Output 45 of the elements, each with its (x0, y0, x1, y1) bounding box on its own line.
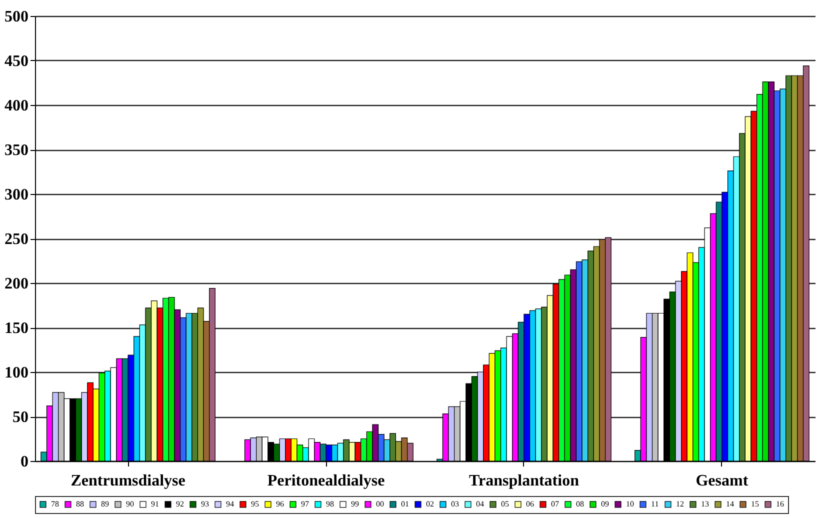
legend-label: 16 (776, 499, 784, 508)
legend-label: 07 (551, 499, 559, 508)
legend-label: 05 (501, 499, 509, 508)
legend-label: 94 (226, 499, 234, 508)
legend-label: 97 (301, 499, 309, 508)
legend-label: 11 (651, 499, 659, 508)
legend-label: 13 (701, 499, 709, 508)
y-tick-label: 450 (4, 53, 28, 70)
y-tick-label: 50 (12, 409, 28, 426)
y-tick-label: 250 (4, 231, 28, 248)
y-tick-label: 200 (4, 276, 28, 292)
legend-label: 03 (451, 499, 459, 508)
y-tick-label: 400 (4, 98, 28, 114)
legend-label: 15 (751, 499, 759, 508)
legend-label: 02 (426, 499, 434, 508)
x-tick-label: Transplantation (469, 472, 580, 490)
x-tick-label: Zentrumsdialyse (70, 472, 186, 490)
legend-label: 95 (251, 499, 259, 508)
y-tick-label: 300 (4, 186, 28, 204)
legend-label: 92 (176, 499, 184, 508)
legend-label: 90 (126, 499, 134, 508)
legend-label: 96 (276, 499, 284, 508)
x-tick-label: Gesamt (696, 472, 749, 490)
legend-label: 06 (526, 499, 534, 508)
legend-label: 89 (101, 499, 109, 508)
legend-label: 78 (51, 499, 59, 508)
legend-label: 04 (476, 499, 484, 508)
legend-label: 08 (576, 499, 584, 508)
x-tick-label: Peritonealdialyse (267, 472, 385, 490)
legend-label: 10 (626, 499, 634, 508)
y-tick-label: 500 (4, 8, 28, 26)
y-tick-label: 100 (4, 364, 28, 382)
legend-label: 09 (601, 499, 609, 508)
legend-label: 99 (351, 499, 359, 508)
legend-label: 93 (201, 499, 209, 508)
y-tick-label: 150 (4, 320, 28, 337)
legend-label: 88 (76, 499, 84, 508)
legend-label: 00 (376, 499, 384, 508)
legend-label: 91 (151, 499, 159, 508)
legend-label: 98 (326, 499, 334, 508)
legend-label: 01 (401, 499, 409, 508)
legend-label: 12 (676, 499, 684, 508)
y-tick-label: 0 (20, 454, 28, 470)
legend-label: 14 (726, 499, 734, 508)
y-tick-label: 350 (4, 142, 28, 159)
